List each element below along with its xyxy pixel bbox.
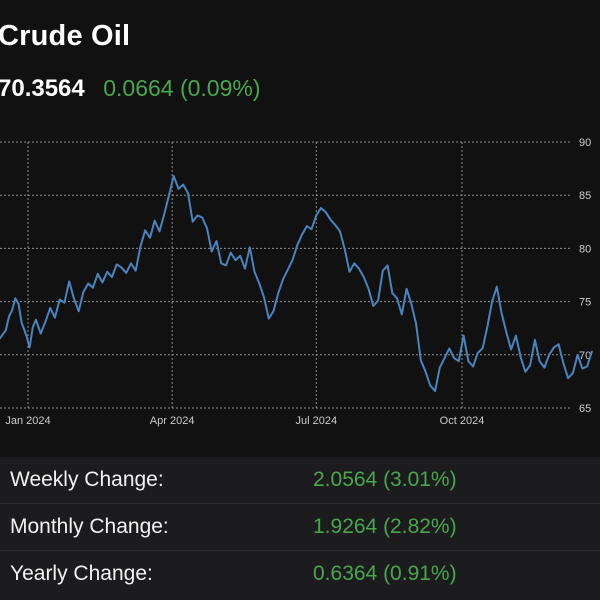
row-divider — [0, 550, 600, 551]
y-tick-label: 75 — [579, 297, 591, 309]
monthly-change-row: Monthly Change: 1.9264 (2.82%) — [0, 504, 600, 551]
price-row: 70.3564 0.0664 (0.09%) — [0, 75, 261, 103]
yearly-change-label: Yearly Change: — [10, 562, 153, 585]
weekly-change-label: Weekly Change: — [10, 468, 164, 491]
x-tick-label: Oct 2024 — [440, 415, 485, 427]
yearly-change-row: Yearly Change: 0.6364 (0.91%) — [0, 551, 600, 598]
weekly-change-row: Weekly Change: 2.0564 (3.01%) — [0, 457, 600, 504]
weekly-change-value: 2.0564 (3.01%) — [313, 468, 457, 491]
monthly-change-value: 1.9264 (2.82%) — [313, 515, 457, 538]
current-price: 70.3564 — [0, 75, 85, 102]
daily-change: 0.0664 (0.09%) — [103, 75, 261, 101]
y-tick-label: 80 — [579, 243, 591, 255]
price-chart[interactable]: 65 70 75 80 85 90 Jan 2024 Apr 2024 Jul 2024 Oct … — [0, 130, 600, 435]
row-divider — [0, 503, 600, 504]
y-tick-label: 65 — [579, 403, 591, 415]
y-tick-label: 90 — [579, 137, 591, 149]
asset-title: Crude Oil — [0, 20, 131, 52]
y-tick-label: 85 — [579, 190, 591, 202]
x-tick-label: Apr 2024 — [150, 415, 195, 427]
x-tick-label: Jan 2024 — [5, 415, 50, 427]
yearly-change-value: 0.6364 (0.91%) — [313, 562, 457, 585]
monthly-change-label: Monthly Change: — [10, 515, 169, 538]
price-series-line — [0, 175, 593, 392]
y-tick-label: 70 — [579, 350, 591, 362]
change-stats-panel: Weekly Change: 2.0564 (3.01%) Monthly Ch… — [0, 457, 600, 600]
x-tick-label: Jul 2024 — [295, 415, 337, 427]
price-chart-svg: 65 70 75 80 85 90 Jan 2024 Apr 2024 Jul 2024 Oct … — [0, 137, 593, 427]
